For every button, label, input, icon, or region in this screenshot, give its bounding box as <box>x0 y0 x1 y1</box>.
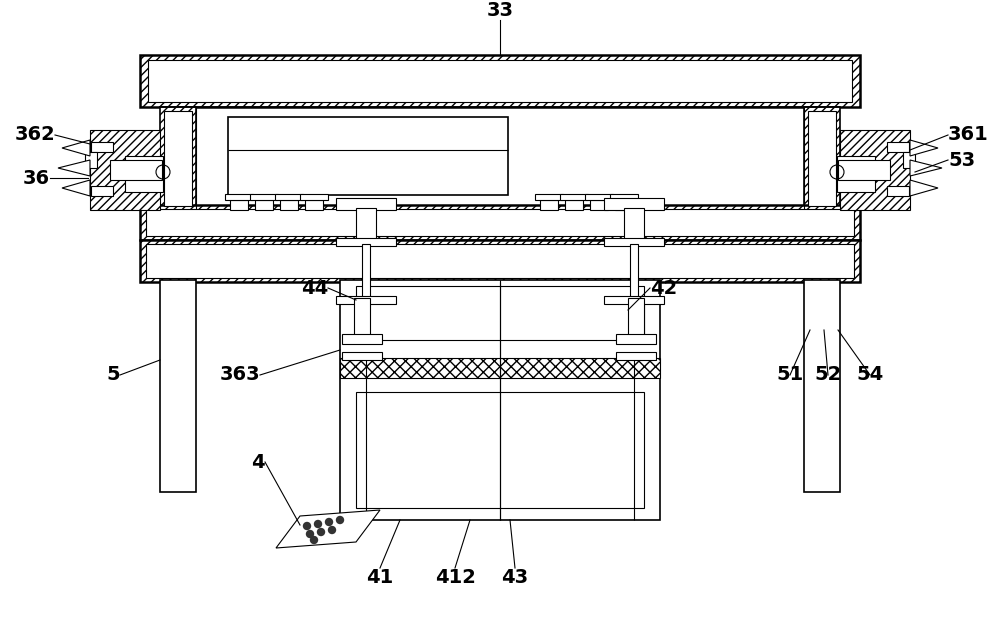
Bar <box>140 55 860 107</box>
Text: 4: 4 <box>251 452 265 472</box>
Bar <box>146 244 854 278</box>
Text: 36: 36 <box>23 168 50 188</box>
Circle shape <box>314 520 322 527</box>
Text: 362: 362 <box>14 125 55 145</box>
Bar <box>110 160 162 180</box>
Circle shape <box>306 531 314 538</box>
Polygon shape <box>58 160 90 176</box>
Bar <box>160 107 196 210</box>
Bar <box>275 194 303 200</box>
Bar <box>585 194 613 200</box>
Bar <box>604 198 664 210</box>
Bar <box>91 186 113 196</box>
Polygon shape <box>90 130 160 210</box>
Bar <box>887 142 909 152</box>
Circle shape <box>310 536 318 543</box>
Bar <box>140 205 860 240</box>
Bar <box>604 238 664 246</box>
Bar <box>804 280 840 492</box>
Bar <box>535 194 563 200</box>
Circle shape <box>326 518 332 525</box>
Bar <box>300 194 328 200</box>
Bar <box>804 107 840 210</box>
Text: 363: 363 <box>219 365 260 385</box>
Bar <box>230 200 248 210</box>
Bar <box>610 194 638 200</box>
Bar <box>356 392 644 508</box>
Bar <box>228 117 508 195</box>
Polygon shape <box>276 510 380 548</box>
Bar <box>616 334 656 344</box>
Bar <box>164 111 192 206</box>
Text: 53: 53 <box>948 150 975 170</box>
Bar <box>560 194 588 200</box>
Bar <box>590 200 608 210</box>
Bar <box>85 152 97 168</box>
Bar <box>903 152 915 168</box>
Bar <box>225 194 253 200</box>
Text: 33: 33 <box>486 1 514 20</box>
Bar <box>140 240 860 282</box>
Text: 5: 5 <box>106 365 120 385</box>
Polygon shape <box>840 130 910 210</box>
Bar <box>630 244 638 300</box>
Bar <box>342 334 382 344</box>
Bar <box>887 186 909 196</box>
Bar <box>342 352 382 360</box>
Bar <box>565 200 583 210</box>
Bar <box>615 200 633 210</box>
Bar <box>148 60 852 102</box>
Bar <box>250 194 278 200</box>
Circle shape <box>336 516 344 524</box>
Circle shape <box>304 522 310 529</box>
Text: 44: 44 <box>301 278 328 298</box>
Text: 51: 51 <box>776 365 804 385</box>
Bar <box>125 156 163 192</box>
Text: 43: 43 <box>501 568 529 587</box>
Bar <box>837 156 875 192</box>
Bar <box>305 200 323 210</box>
Bar <box>628 298 644 338</box>
Bar <box>624 208 644 240</box>
Bar <box>280 200 298 210</box>
Text: 54: 54 <box>856 365 884 385</box>
Bar <box>255 200 273 210</box>
Text: 41: 41 <box>366 568 394 587</box>
Polygon shape <box>910 140 938 156</box>
Bar <box>604 296 664 304</box>
Text: 52: 52 <box>814 365 842 385</box>
Bar <box>336 198 396 210</box>
Bar <box>354 298 370 338</box>
Text: 361: 361 <box>948 125 989 145</box>
Polygon shape <box>62 140 90 156</box>
Bar <box>356 208 376 240</box>
Circle shape <box>328 527 336 534</box>
Bar <box>336 238 396 246</box>
Bar <box>838 160 890 180</box>
Polygon shape <box>910 180 938 196</box>
Bar <box>336 296 396 304</box>
Circle shape <box>318 529 324 536</box>
Text: 412: 412 <box>435 568 475 587</box>
Bar <box>340 280 660 520</box>
Polygon shape <box>910 160 942 176</box>
Bar <box>356 286 644 340</box>
Bar <box>91 142 113 152</box>
Text: 42: 42 <box>650 278 677 298</box>
Bar <box>160 280 196 492</box>
Bar <box>616 352 656 360</box>
Bar <box>808 111 836 206</box>
Polygon shape <box>62 180 90 196</box>
Bar <box>340 358 660 378</box>
Bar <box>540 200 558 210</box>
Bar <box>362 244 370 300</box>
Bar <box>146 209 854 236</box>
